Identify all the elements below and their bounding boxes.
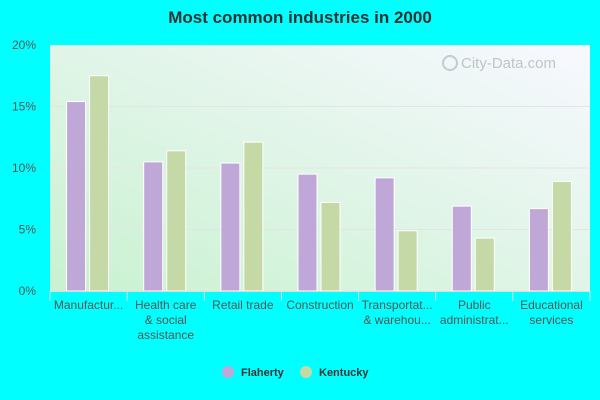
bar-flaherty xyxy=(297,173,318,292)
x-tick-label: Health care xyxy=(135,298,197,312)
bar-flaherty xyxy=(528,208,549,292)
bar-kentucky xyxy=(474,237,495,292)
y-tick-label: 0% xyxy=(19,284,37,298)
chart-title: Most common industries in 2000 xyxy=(168,8,432,27)
watermark: City-Data.com xyxy=(442,55,556,72)
bar-kentucky xyxy=(243,141,264,292)
bar-flaherty xyxy=(143,161,164,292)
legend-label: Kentucky xyxy=(319,367,369,379)
bar-flaherty xyxy=(374,177,395,292)
x-tick-label: Educational xyxy=(520,298,583,312)
x-tick-label: Public xyxy=(458,298,491,312)
bar-kentucky xyxy=(166,150,187,292)
x-tick-label: Retail trade xyxy=(212,298,274,312)
legend-label: Flaherty xyxy=(241,367,285,379)
y-tick-label: 10% xyxy=(12,161,36,175)
y-tick-label: 5% xyxy=(19,223,37,237)
x-tick-label: assistance xyxy=(137,328,194,342)
x-tick-label: services xyxy=(529,313,573,327)
bar-kentucky xyxy=(397,230,418,292)
y-tick-label: 15% xyxy=(12,100,36,114)
x-tick-label: Transportat... xyxy=(362,298,433,312)
legend-swatch xyxy=(300,366,312,378)
x-tick-label: & warehou... xyxy=(363,313,430,327)
svg-text:City-Data.com: City-Data.com xyxy=(461,55,556,72)
x-tick-label: Manufactur... xyxy=(54,298,123,312)
bar-flaherty xyxy=(451,205,472,292)
bar-flaherty xyxy=(66,101,87,292)
legend-swatch xyxy=(222,366,234,378)
x-tick-label: administrat... xyxy=(440,313,509,327)
bar-kentucky xyxy=(320,201,341,292)
bar-kentucky xyxy=(551,181,572,292)
bar-flaherty xyxy=(220,162,241,292)
x-tick-label: Construction xyxy=(286,298,353,312)
bar-kentucky xyxy=(89,75,110,292)
y-tick-label: 20% xyxy=(12,38,36,52)
x-tick-label: & social xyxy=(145,313,187,327)
